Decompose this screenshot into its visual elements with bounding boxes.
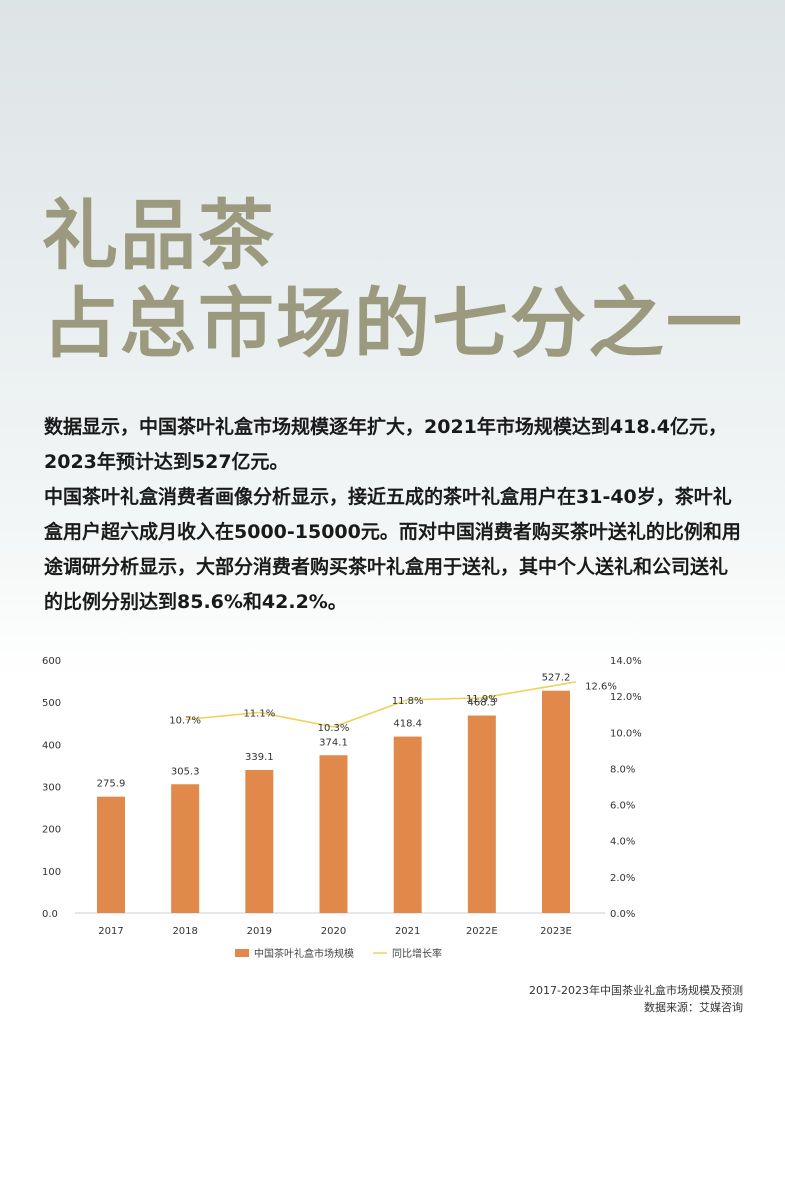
x-tick-label: 2023E	[540, 926, 572, 937]
chart-caption: 2017-2023年中国茶业礼盒市场规模及预测 数据来源：艾媒咨询	[529, 982, 743, 1016]
right-tick-label: 8.0%	[610, 764, 635, 775]
right-axis-ticks: 0.0% 2.0% 4.0% 6.0% 8.0% 10.0% 12.0% 14.0%	[610, 656, 642, 920]
bar	[245, 770, 274, 913]
growth-value-label: 12.6%	[585, 681, 617, 692]
legend-swatch-bar	[235, 949, 249, 957]
growth-value-label: 11.8%	[392, 696, 424, 707]
headline-line-1: 礼品茶	[42, 191, 276, 280]
bar	[97, 796, 125, 913]
growth-value-label: 11.9%	[466, 694, 498, 705]
left-tick-label: 500	[42, 698, 61, 709]
growth-value-label: 10.7%	[169, 716, 201, 727]
right-tick-label: 14.0%	[610, 656, 642, 667]
bar	[542, 690, 570, 913]
x-tick-label: 2021	[395, 926, 420, 937]
right-tick-label: 12.0%	[610, 692, 642, 703]
right-tick-label: 4.0%	[610, 837, 635, 848]
growth-labels: 10.7% 11.1% 10.3% 11.8% 11.9% 12.6%	[169, 681, 617, 734]
growth-value-label: 11.1%	[243, 708, 275, 719]
x-axis-ticks: 2017 2018 2019 2020 2021 2022E 2023E	[98, 926, 572, 937]
left-tick-label: 100	[42, 867, 61, 878]
x-tick-label: 2022E	[466, 926, 498, 937]
x-tick-label: 2018	[172, 926, 197, 937]
growth-line	[185, 681, 577, 728]
left-tick-label: 0.0	[42, 909, 58, 920]
headline-line-2: 占总市场的七分之一	[42, 279, 744, 368]
x-tick-label: 2020	[321, 926, 346, 937]
market-size-chart: 0.0 100 200 300 400 500 600 0.0% 2.0% 4.0% 6.0% 8.…	[42, 656, 642, 960]
body-paragraph-1: 数据显示，中国茶叶礼盒市场规模逐年扩大，2021年市场规模达到418.4亿元，2…	[44, 416, 727, 473]
bar	[393, 736, 422, 913]
bar-value-label: 418.4	[393, 719, 422, 730]
headline: 礼品茶 占总市场的七分之一	[42, 192, 744, 368]
chart-legend: 中国茶叶礼盒市场规模 同比增长率	[235, 947, 442, 960]
bar-value-label: 527.2	[542, 673, 571, 684]
left-tick-label: 400	[42, 740, 61, 751]
bar-value-label: 468.3	[468, 698, 497, 709]
right-tick-label: 0.0%	[610, 909, 635, 920]
bar-value-label: 374.1	[319, 737, 348, 748]
legend-label-bar: 中国茶叶礼盒市场规模	[254, 947, 354, 960]
bar-series	[97, 690, 570, 913]
growth-line-series	[185, 681, 577, 728]
left-axis-ticks: 0.0 100 200 300 400 500 600	[42, 656, 61, 920]
bar	[467, 715, 496, 913]
x-tick-label: 2017	[98, 926, 123, 937]
legend-label-line: 同比增长率	[392, 947, 442, 960]
bar-value-label: 305.3	[171, 766, 200, 777]
caption-source: 数据来源：艾媒咨询	[644, 1001, 743, 1014]
right-tick-label: 2.0%	[610, 873, 635, 884]
left-tick-label: 200	[42, 825, 61, 836]
x-tick-label: 2019	[247, 926, 272, 937]
bar	[171, 784, 200, 913]
growth-value-label: 10.3%	[318, 723, 350, 734]
bar-value-label: 275.9	[97, 779, 126, 790]
right-tick-label: 10.0%	[610, 728, 642, 739]
left-tick-label: 600	[42, 656, 61, 667]
left-tick-label: 300	[42, 783, 61, 794]
caption-title: 2017-2023年中国茶业礼盒市场规模及预测	[529, 984, 743, 997]
body-paragraph-2: 中国茶叶礼盒消费者画像分析显示，接近五成的茶叶礼盒用户在31-40岁，茶叶礼盒用…	[44, 486, 741, 613]
bar-value-label: 339.1	[245, 752, 274, 763]
right-tick-label: 6.0%	[610, 801, 635, 812]
body-text: 数据显示，中国茶叶礼盒市场规模逐年扩大，2021年市场规模达到418.4亿元，2…	[44, 410, 744, 620]
bar	[319, 755, 348, 913]
bar-labels: 275.9 305.3 339.1 374.1 418.4 468.3 527.2	[97, 673, 571, 790]
